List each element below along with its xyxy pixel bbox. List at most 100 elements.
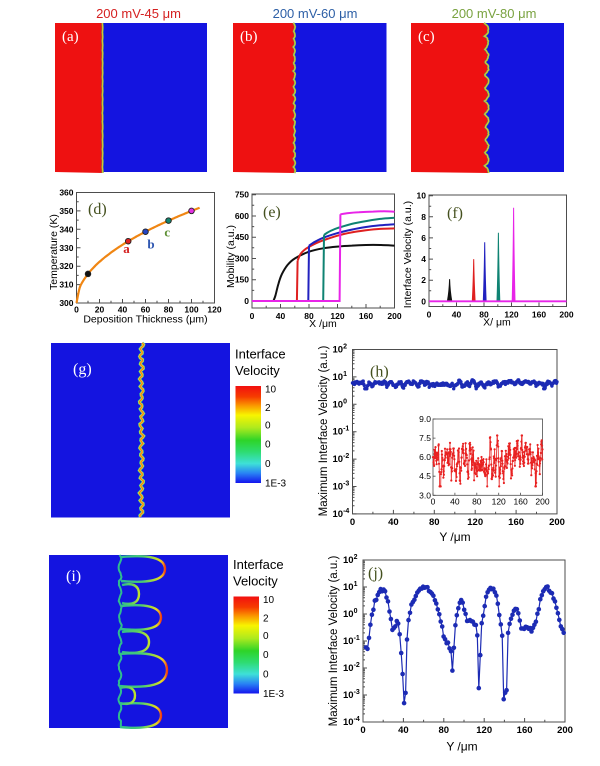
- svg-text:0: 0: [431, 496, 436, 506]
- svg-text:Velocity: Velocity: [235, 363, 280, 378]
- svg-text:Y /μm: Y /μm: [439, 530, 470, 544]
- svg-text:10: 10: [265, 384, 277, 395]
- svg-text:200: 200: [535, 496, 549, 506]
- svg-text:120: 120: [476, 725, 492, 736]
- svg-text:Temperature (K): Temperature (K): [48, 214, 60, 290]
- svg-text:40: 40: [450, 496, 460, 506]
- svg-text:0: 0: [265, 440, 271, 451]
- svg-text:c: c: [164, 225, 170, 240]
- svg-text:(g): (g): [73, 361, 92, 378]
- svg-text:0: 0: [421, 296, 426, 306]
- svg-text:0: 0: [265, 459, 271, 470]
- svg-text:160: 160: [532, 310, 546, 320]
- svg-text:0: 0: [250, 311, 255, 321]
- svg-text:X/ μm: X/ μm: [483, 317, 511, 329]
- svg-text:0: 0: [427, 310, 432, 320]
- svg-text:60: 60: [141, 305, 151, 315]
- svg-text:80: 80: [429, 517, 440, 528]
- svg-text:Interface: Interface: [233, 557, 284, 572]
- svg-text:80: 80: [472, 496, 482, 506]
- svg-text:(d): (d): [88, 201, 107, 218]
- svg-text:7.5: 7.5: [419, 433, 431, 443]
- svg-text:Interface Velocity (a.u.): Interface Velocity (a.u.): [402, 201, 414, 308]
- svg-text:200: 200: [549, 517, 565, 528]
- svg-text:0: 0: [263, 650, 269, 661]
- svg-text:Velocity: Velocity: [233, 574, 278, 589]
- svg-text:a: a: [123, 241, 130, 256]
- svg-text:160: 160: [514, 496, 528, 506]
- svg-text:200 mV-80 μm: 200 mV-80 μm: [452, 6, 537, 21]
- svg-text:0: 0: [350, 517, 355, 528]
- svg-text:(b): (b): [240, 29, 258, 45]
- svg-text:4.5: 4.5: [419, 471, 431, 481]
- svg-text:Interface: Interface: [235, 347, 286, 362]
- svg-text:200 mV-60 μm: 200 mV-60 μm: [273, 6, 358, 21]
- svg-text:9.0: 9.0: [419, 414, 431, 424]
- svg-text:(a): (a): [62, 29, 79, 45]
- svg-text:0: 0: [360, 725, 365, 736]
- svg-text:(h): (h): [370, 364, 389, 381]
- svg-text:80: 80: [164, 305, 174, 315]
- svg-text:160: 160: [508, 517, 524, 528]
- svg-text:120: 120: [207, 305, 221, 315]
- svg-text:3.0: 3.0: [419, 490, 431, 500]
- svg-text:Mobility (a.u.): Mobility (a.u.): [225, 225, 237, 288]
- svg-text:40: 40: [388, 517, 399, 528]
- svg-text:(f): (f): [447, 205, 463, 222]
- svg-text:10: 10: [417, 191, 427, 201]
- svg-text:40: 40: [276, 311, 286, 321]
- svg-text:6.0: 6.0: [419, 452, 431, 462]
- svg-text:300: 300: [235, 254, 249, 264]
- svg-text:Deposition Thickness (μm): Deposition Thickness (μm): [83, 314, 207, 326]
- svg-text:80: 80: [479, 310, 489, 320]
- svg-text:80: 80: [439, 725, 450, 736]
- svg-text:310: 310: [59, 280, 73, 290]
- svg-text:200: 200: [559, 310, 573, 320]
- svg-text:40: 40: [118, 305, 128, 315]
- svg-text:160: 160: [517, 725, 533, 736]
- svg-text:Y /μm: Y /μm: [446, 740, 477, 754]
- svg-text:4: 4: [421, 254, 426, 264]
- svg-text:8: 8: [421, 212, 426, 222]
- svg-text:0: 0: [263, 631, 269, 642]
- svg-text:2: 2: [265, 403, 271, 414]
- svg-text:120: 120: [504, 310, 518, 320]
- svg-text:200: 200: [387, 311, 401, 321]
- svg-text:0: 0: [74, 305, 79, 315]
- svg-text:750: 750: [235, 190, 249, 200]
- svg-text:Maximum Interface Velocity (a.: Maximum Interface Velocity (a.u.): [318, 346, 330, 517]
- svg-text:2: 2: [421, 275, 426, 285]
- svg-text:320: 320: [59, 261, 73, 271]
- svg-text:120: 120: [330, 311, 344, 321]
- svg-text:6: 6: [421, 233, 426, 243]
- svg-text:340: 340: [59, 224, 73, 234]
- svg-text:0: 0: [265, 420, 271, 431]
- svg-text:1E-3: 1E-3: [263, 689, 285, 700]
- svg-text:2: 2: [263, 613, 269, 624]
- svg-text:Maximum Interface Velocity (a.: Maximum Interface Velocity (a.u.): [328, 556, 340, 727]
- svg-text:150: 150: [235, 275, 249, 285]
- svg-text:(c): (c): [418, 29, 435, 45]
- svg-text:40: 40: [398, 725, 409, 736]
- svg-text:450: 450: [235, 232, 249, 242]
- svg-text:100: 100: [184, 305, 198, 315]
- svg-text:20: 20: [95, 305, 105, 315]
- svg-text:10: 10: [263, 595, 275, 606]
- svg-text:120: 120: [467, 517, 483, 528]
- svg-text:350: 350: [59, 206, 73, 216]
- svg-text:160: 160: [359, 311, 373, 321]
- svg-text:(e): (e): [263, 204, 281, 221]
- svg-text:1E-3: 1E-3: [265, 479, 287, 490]
- svg-text:330: 330: [59, 243, 73, 253]
- svg-text:200 mV-45 μm: 200 mV-45 μm: [96, 6, 181, 21]
- svg-text:300: 300: [59, 298, 73, 308]
- svg-text:600: 600: [235, 211, 249, 221]
- svg-text:b: b: [147, 237, 154, 252]
- svg-text:0: 0: [244, 296, 249, 306]
- svg-text:40: 40: [452, 310, 462, 320]
- svg-text:X /μm: X /μm: [309, 318, 337, 330]
- svg-text:120: 120: [492, 496, 506, 506]
- svg-text:360: 360: [59, 188, 73, 198]
- svg-text:(i): (i): [66, 568, 81, 585]
- svg-text:200: 200: [557, 725, 573, 736]
